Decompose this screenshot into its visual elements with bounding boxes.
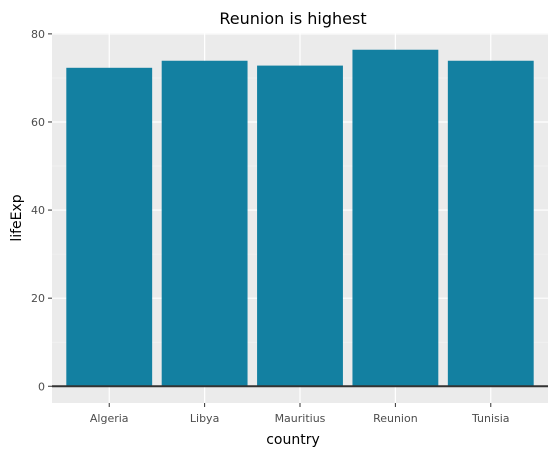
- y-tick-label: 60: [31, 116, 45, 129]
- x-tick-label: Libya: [190, 412, 219, 425]
- bar-libya: [161, 60, 248, 387]
- bar-mauritius: [257, 65, 343, 387]
- x-axis-label: country: [266, 432, 320, 448]
- bars: [66, 49, 534, 387]
- x-tick-label: Reunion: [373, 412, 418, 425]
- y-tick-label: 40: [31, 204, 45, 217]
- y-tick-label: 20: [31, 292, 45, 305]
- x-tick-label: Algeria: [90, 412, 129, 425]
- x-tick-label: Tunisia: [471, 412, 510, 425]
- x-tick-label: Mauritius: [275, 412, 326, 425]
- y-axis-ticks: 0 20 40 60 80: [31, 28, 52, 393]
- y-tick-label: 0: [38, 380, 45, 393]
- x-axis-ticks: Algeria Libya Mauritius Reunion Tunisia: [90, 403, 510, 425]
- y-tick-label: 80: [31, 28, 45, 41]
- bar-algeria: [66, 67, 153, 387]
- chart-title: Reunion is highest: [219, 9, 366, 28]
- bar-tunisia: [447, 60, 534, 387]
- y-axis-label: lifeExp: [9, 194, 25, 241]
- bar-reunion: [352, 49, 439, 387]
